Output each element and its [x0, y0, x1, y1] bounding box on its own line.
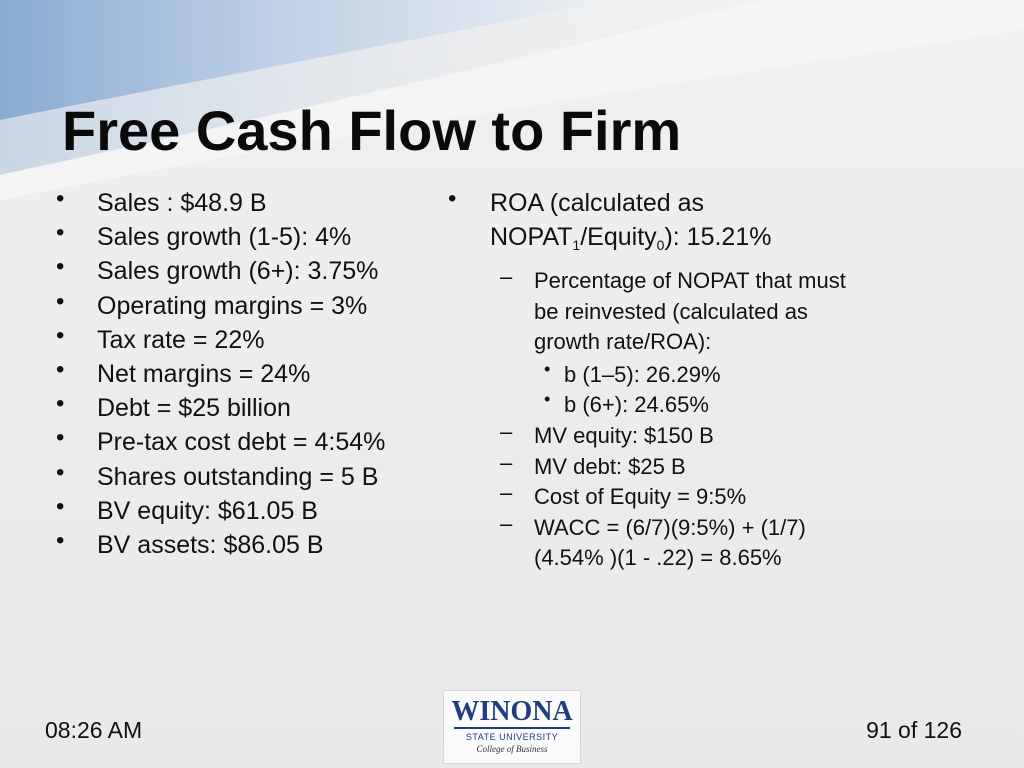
bullet-sales: Sales : $48.9 B [56, 182, 446, 220]
right-column: ROA (calculated as NOPAT1/Equity0): 15.2… [448, 182, 888, 574]
slide-page-number: 91 of 126 [866, 717, 962, 743]
sub-item-cost-of-equity: Cost of Equity = 9:5% [500, 478, 854, 513]
bullet-shares-outstanding: Shares outstanding = 5 B [56, 456, 446, 494]
bullet-tax-rate: Tax rate = 22% [56, 319, 446, 357]
left-bullet-list: Sales : $48.9 B Sales growth (1-5): 4% S… [56, 182, 446, 562]
bullet-pretax-cost-debt: Pre-tax cost debt = 4:54% [56, 421, 446, 459]
bullet-bv-equity: BV equity: $61.05 B [56, 490, 446, 528]
footer-time: 08:26 AM [45, 717, 143, 743]
roa-line-1: ROA (calculated as [490, 189, 704, 217]
reinvestment-text: Percentage of NOPAT that must be reinves… [534, 268, 846, 355]
roa-value: ): 15.21% [664, 223, 772, 251]
roa-sub-list: Percentage of NOPAT that must be reinves… [500, 262, 888, 574]
bullet-operating-margins: Operating margins = 3% [56, 285, 446, 323]
bullet-sales-growth-1-5: Sales growth (1-5): 4% [56, 216, 446, 254]
sub-item-mv-debt: MV debt: $25 B [500, 448, 854, 483]
b-item-1-5: b (1–5): 26.29% [544, 354, 854, 391]
university-logo: WINONA STATE UNIVERSITY College of Busin… [443, 690, 581, 764]
logo-wordmark: WINONA [451, 696, 573, 727]
b-values-list: b (1–5): 26.29% b (6+): 24.65% [544, 354, 854, 421]
roa-nopat-subscript: 1 [572, 237, 581, 253]
bullet-net-margins: Net margins = 24% [56, 353, 446, 391]
bullet-debt: Debt = $25 billion [56, 387, 446, 425]
logo-college: College of Business [476, 744, 548, 754]
logo-subtitle: STATE UNIVERSITY [465, 732, 559, 742]
logo-rule [454, 727, 570, 729]
roa-equity: /Equity [580, 223, 657, 251]
sub-item-mv-equity: MV equity: $150 B [500, 417, 854, 452]
slide-title: Free Cash Flow to Firm [62, 99, 682, 162]
bullet-sales-growth-6plus: Sales growth (6+): 3.75% [56, 250, 446, 288]
sub-item-wacc: WACC = (6/7)(9:5%) + (1/7)(4.54% )(1 - .… [500, 509, 854, 574]
b-item-6plus: b (6+): 24.65% [544, 384, 854, 421]
roa-nopat: NOPAT [490, 223, 573, 251]
bullet-roa: ROA (calculated as NOPAT1/Equity0): 15.2… [448, 182, 888, 262]
sub-item-reinvestment: Percentage of NOPAT that must be reinves… [500, 262, 854, 421]
background-swoosh [0, 0, 1024, 200]
bullet-bv-assets: BV assets: $86.05 B [56, 524, 446, 562]
roa-equity-subscript: 0 [656, 237, 665, 253]
